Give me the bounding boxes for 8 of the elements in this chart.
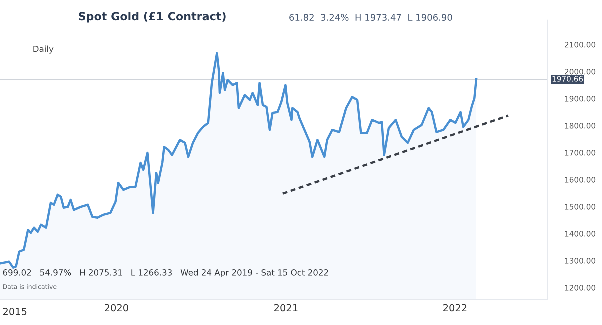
text: 2015 — [3, 308, 27, 316]
annotation: Daily — [34, 46, 54, 54]
x-tick-label: 2020 — [105, 304, 128, 312]
chart-title: Spot Gold (£1 Contract) — [79, 12, 226, 23]
annotation: 699.02 54.97% H 2075.31 L 1266.33 Wed 24 Apr 2019 - Sat 15 Oct 2022 — [3, 269, 328, 278]
x-tick-label: 2022 — [444, 304, 467, 312]
x-tick-label: 2021 — [274, 304, 298, 312]
chart-subtitle: 61.82 3.24% H 1973.47 L 1906.90 — [290, 14, 452, 21]
